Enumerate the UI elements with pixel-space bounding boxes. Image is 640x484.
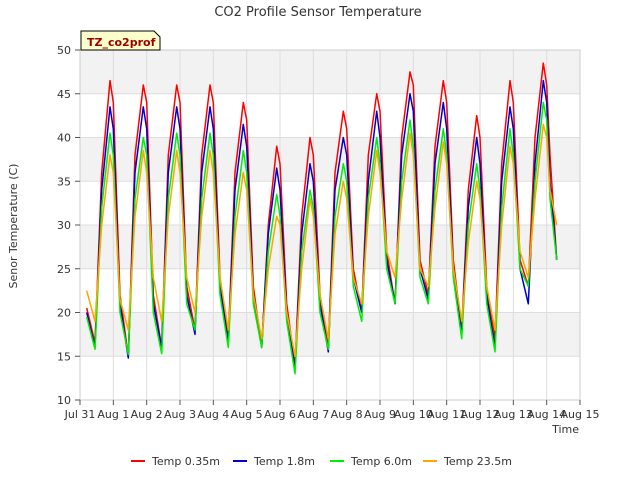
legend-label: Temp 0.35m [151,455,220,468]
x-axis-label: Time [551,423,579,436]
x-tick-label: Aug 3 [164,408,196,421]
x-tick-label: Aug 6 [264,408,296,421]
y-tick-label: 20 [57,307,71,320]
series-lines [85,62,558,375]
y-tick-label: 15 [57,350,71,363]
annotation-text: TZ_co2prof [87,36,156,49]
y-tick-label: 35 [57,175,71,188]
chart-title: CO2 Profile Sensor Temperature [214,5,421,20]
x-tick-label: Aug 14 [527,408,566,421]
legend-label: Temp 6.0m [350,455,412,468]
x-tick-label: Aug 7 [297,408,329,421]
y-axis-ticks: 10 15 20 25 30 35 40 45 50 [57,44,80,407]
y-tick-label: 40 [57,132,71,145]
annotation-box: TZ_co2prof [80,30,161,51]
y-tick-label: 45 [57,88,71,101]
x-tick-label: Aug 11 [427,408,466,421]
background-band [80,225,580,269]
background-band [80,50,580,94]
x-tick-label: Aug 12 [461,408,500,421]
x-tick-label: Aug 9 [364,408,396,421]
x-tick-label: Aug 5 [231,408,263,421]
y-tick-label: 25 [57,263,71,276]
x-tick-label: Aug 4 [197,408,229,421]
annotation-box-shape [80,30,161,51]
x-tick-label: Aug 10 [394,408,433,421]
legend: Temp 0.35m Temp 1.8m Temp 6.0m Temp 23.5m [131,455,512,468]
x-tick-label: Aug 8 [331,408,363,421]
background-band [80,181,580,225]
x-tick-label: Aug 2 [131,408,163,421]
y-tick-label: 50 [57,44,71,57]
x-tick-label: Aug 13 [494,408,533,421]
y-tick-label: 10 [57,394,71,407]
legend-label: Temp 23.5m [443,455,512,468]
legend-label: Temp 1.8m [253,455,315,468]
x-tick-label: Aug 1 [97,408,129,421]
y-axis-label: Senor Temperature (C) [7,164,20,289]
x-tick-label: Jul 31 [64,408,96,421]
x-axis-ticks: Jul 31 Aug 1 Aug 2 Aug 3 Aug 4 Aug 5 Aug 6 Aug … [64,400,600,421]
background-band [80,356,580,400]
background-band [80,93,580,138]
x-tick-label: Aug 15 [561,408,600,421]
y-tick-label: 30 [57,219,71,232]
series-line-4 [85,123,558,358]
background-band [80,137,580,182]
